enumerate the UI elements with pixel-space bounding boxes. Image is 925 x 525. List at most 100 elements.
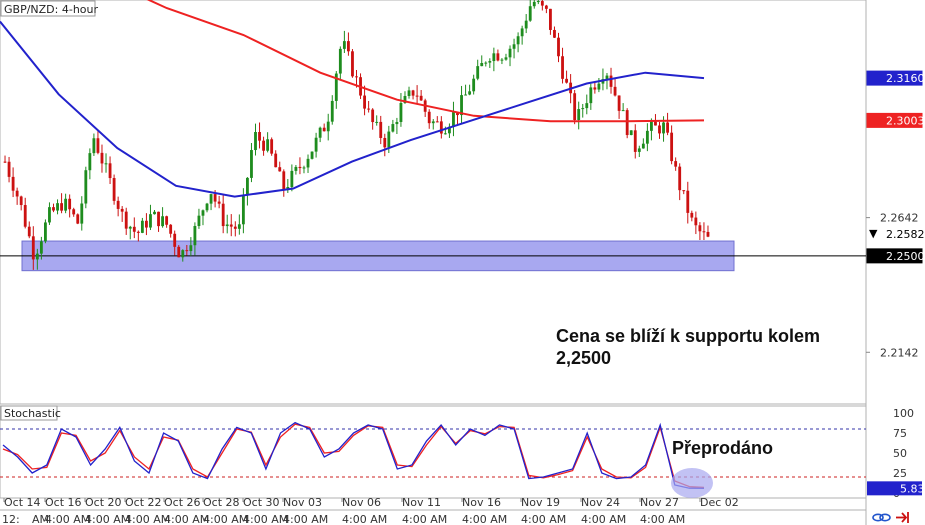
candle-body (379, 121, 383, 138)
candle-body (573, 93, 577, 121)
ma-fast-line (0, 20, 705, 198)
candle-body (294, 166, 298, 171)
date-tick-label: Nov 24 (581, 496, 620, 509)
date-tick-label: Nov 06 (342, 496, 381, 509)
candle-body (524, 20, 528, 29)
stochastic-axis: 10075502505.83 (867, 407, 925, 500)
candle-body (347, 41, 350, 52)
candle-body (334, 73, 338, 101)
candle-body (383, 137, 387, 148)
time-tick-label: AM (32, 513, 49, 525)
price-badges: 2.3160 2.3003 ▼ 2.2582 2.2500 (866, 70, 925, 264)
candle-body (100, 152, 104, 164)
date-tick-label: Oct 30 (243, 496, 280, 509)
candle-body (641, 143, 645, 149)
candle-body (72, 209, 76, 215)
time-tick-label: 4:00 AM (402, 513, 447, 525)
candle-body (650, 121, 653, 131)
candle-body (581, 108, 585, 110)
candle-body (11, 176, 15, 191)
time-tick-label: 4:00 AM (45, 513, 90, 525)
candle-body (415, 95, 419, 97)
candle-body (439, 121, 443, 134)
candle-body (492, 53, 496, 62)
candle-body (237, 224, 241, 229)
candle-body (314, 137, 318, 152)
candle-body (686, 190, 690, 213)
candle-body (35, 253, 39, 260)
candle-body (169, 224, 173, 234)
time-tick-label: 4:00 AM (203, 513, 248, 525)
candle-body (375, 121, 379, 123)
candle-body (443, 133, 447, 135)
candle-body (92, 138, 96, 154)
time-tick-label: 12: (2, 513, 20, 525)
time-tick-label: 4:00 AM (342, 513, 387, 525)
candle-body (658, 125, 661, 134)
price-axis: 2.2142 2.2642 (866, 212, 919, 359)
candle-body (536, 1, 540, 3)
time-tick-label: 4:00 AM (581, 513, 626, 525)
candle-body (282, 171, 286, 190)
candle-body (585, 103, 589, 109)
candle-body (645, 130, 649, 144)
candle-body (201, 210, 205, 216)
candle-body (448, 126, 451, 134)
candle-body (84, 170, 88, 204)
candle-body (694, 217, 698, 226)
candle-body (706, 231, 710, 237)
candle-body (363, 95, 366, 109)
stochastic-tick-label: 100 (893, 407, 914, 420)
candle-body (678, 166, 682, 191)
candle-body (355, 76, 358, 78)
candle-body (56, 203, 59, 211)
candle-body (157, 211, 160, 227)
candle-body (597, 83, 601, 90)
stochastic-tick-label: 50 (893, 447, 907, 460)
time-axis: Oct 14 Oct 16 Oct 20 Oct 22 Oct 26 Oct 28 Oct … (2, 496, 739, 525)
candle-body (124, 211, 128, 229)
arrow-right-icon[interactable] (896, 512, 909, 523)
candle-body (577, 109, 581, 121)
candle-body (48, 207, 51, 223)
candle-body (153, 211, 156, 215)
candle-body (464, 94, 467, 96)
time-tick-label: 4:00 AM (462, 513, 507, 525)
candle-body (120, 208, 124, 212)
candle-body (435, 121, 439, 123)
candle-body (290, 170, 294, 187)
candle-body (60, 203, 63, 211)
candles (3, 0, 710, 270)
candle-body (108, 163, 112, 179)
candle-body (500, 59, 504, 61)
candle-body (80, 203, 84, 224)
candle-body (508, 48, 512, 58)
chart-title: GBP/NZD: 4-hour (4, 3, 98, 16)
candle-body (270, 139, 274, 154)
candle-body (682, 190, 686, 192)
link-icon[interactable] (872, 511, 891, 524)
price-tick-label: 2.2642 (880, 212, 919, 225)
candle-body (589, 87, 593, 104)
candle-body (241, 195, 245, 225)
candle-body (468, 91, 472, 95)
candle-body (104, 163, 108, 165)
candle-body (205, 203, 209, 211)
candle-body (88, 153, 92, 171)
time-tick-label: 4:00 AM (640, 513, 685, 525)
date-tick-label: Nov 19 (521, 496, 560, 509)
candle-body (64, 198, 68, 211)
candle-body (609, 75, 613, 87)
candle-body (452, 112, 455, 127)
support-annotation-line2: 2,2500 (556, 348, 611, 368)
candle-body (557, 37, 560, 57)
date-tick-label: Nov 16 (462, 496, 501, 509)
candle-body (221, 203, 225, 227)
price-badge: 2.2500 (866, 248, 925, 264)
candle-body (407, 90, 411, 97)
date-tick-label: Oct 14 (4, 496, 41, 509)
candle-body (23, 205, 27, 227)
candle-body (411, 90, 415, 96)
candle-body (165, 216, 169, 225)
